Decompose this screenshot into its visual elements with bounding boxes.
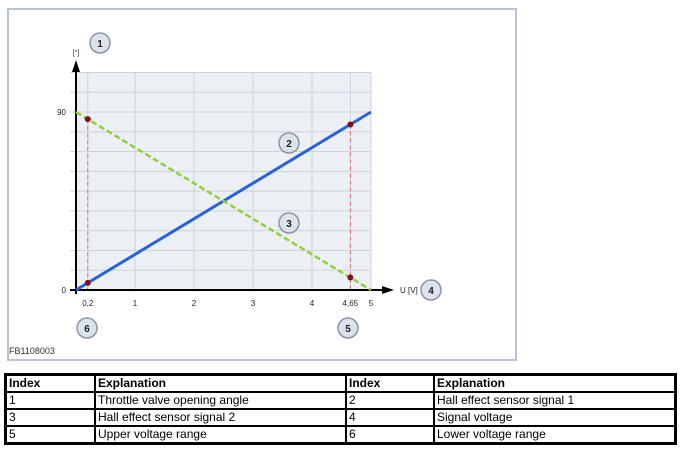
x-tick-label: 5 xyxy=(369,299,374,308)
y-axis-label: [°] xyxy=(73,49,80,57)
figure-id: FB1108003 xyxy=(9,346,55,356)
cell: 1 xyxy=(4,391,96,410)
cell: Throttle valve opening angle xyxy=(94,391,347,410)
callout-circle xyxy=(89,32,111,54)
callout-number: 4 xyxy=(428,286,434,297)
throttle-chart: 0,2 1 2 3 4 4,65 5 0 90 [°] U [V] 1 2 3 4 5 6 xyxy=(57,32,442,339)
y-tick-label: 0 xyxy=(62,286,67,295)
callout-circle xyxy=(278,212,300,234)
header-cell: Explanation xyxy=(433,373,677,393)
callout-number: 6 xyxy=(84,324,90,335)
x-tick-label: 3 xyxy=(251,299,256,308)
diagram-frame xyxy=(7,8,517,361)
data-marker xyxy=(84,116,91,123)
table-row: 3 Hall effect sensor signal 2 4 Signal volt… xyxy=(4,408,677,427)
y-tick-label: 90 xyxy=(57,108,66,117)
cell: Hall effect sensor signal 1 xyxy=(433,391,677,410)
cell: Lower voltage range xyxy=(433,425,677,445)
data-marker xyxy=(347,121,354,128)
table-row: 5 Upper voltage range 6 Lower voltage range xyxy=(4,425,677,445)
cell: Signal voltage xyxy=(433,408,677,427)
x-axis-label: U [V] xyxy=(400,286,418,295)
table-row: 1 Throttle valve opening angle 2 Hall effec… xyxy=(4,391,677,410)
callout-number: 2 xyxy=(286,139,292,150)
cell: 4 xyxy=(345,408,435,427)
x-tick-label: 4,65 xyxy=(343,299,359,308)
y-axis-arrow xyxy=(72,60,80,72)
x-tick-label: 0,2 xyxy=(82,299,94,308)
plot-area xyxy=(76,72,371,290)
callout-circle xyxy=(278,132,300,154)
legend-table: Index Explanation Index Explanation 1 Thr… xyxy=(4,373,677,445)
cell: Hall effect sensor signal 2 xyxy=(94,408,347,427)
series-line-3 xyxy=(75,110,372,292)
callout-number: 3 xyxy=(286,219,292,230)
x-tick-label: 4 xyxy=(310,299,315,308)
cell: 6 xyxy=(345,425,435,445)
x-tick-label: 2 xyxy=(192,299,197,308)
callout-number: 1 xyxy=(97,39,103,50)
callout-number: 5 xyxy=(345,324,351,335)
callout-circle xyxy=(76,317,98,339)
x-tick-label: 1 xyxy=(133,299,138,308)
header-cell: Index xyxy=(4,373,96,393)
cell: 3 xyxy=(4,408,96,427)
data-marker xyxy=(347,274,354,281)
callout-circle xyxy=(337,317,359,339)
table-header: Index Explanation Index Explanation xyxy=(4,373,677,393)
callout-circle xyxy=(420,279,442,301)
header-cell: Index xyxy=(345,373,435,393)
x-axis-arrow xyxy=(382,286,394,294)
cell: 2 xyxy=(345,391,435,410)
cell: 5 xyxy=(4,425,96,445)
data-marker xyxy=(84,279,91,286)
cell: Upper voltage range xyxy=(94,425,347,445)
header-cell: Explanation xyxy=(94,373,347,393)
